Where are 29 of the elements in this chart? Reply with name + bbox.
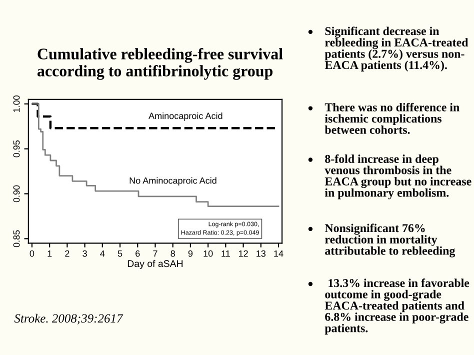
y-tick-label: 0.90: [13, 185, 20, 202]
chart-title: Cumulative rebleeding-free survival according to antifibrinolytic group: [37, 48, 283, 80]
text: Stroke. 2008;39:2617: [14, 314, 124, 324]
x-tick-label: 2: [65, 250, 70, 257]
text: There was no difference in ischemic complications between cohorts.: [324, 102, 460, 134]
x-tick-label: 0: [30, 250, 34, 257]
x-tick-label: 13: [256, 250, 266, 257]
x-tick-label: 8: [170, 250, 175, 257]
x-tick-label: 5: [118, 250, 122, 257]
x-axis-title: Day of aSAH: [128, 260, 183, 269]
y-tick-label: 0.95: [13, 140, 20, 158]
x-tick-label: 4: [100, 250, 105, 257]
x-tick-label: 6: [136, 250, 140, 257]
text: 8-fold increase in deep venous thrombosis in the EACA group but no increase in pulmonary embolism.: [324, 154, 472, 200]
x-tick-label: 1: [48, 250, 52, 257]
x-tick-label: 7: [153, 250, 158, 257]
x-tick-label: 3: [82, 250, 87, 257]
series-label: No Aminocaproic Acid: [130, 177, 216, 186]
text: Nonsignificant 76% reduction in mortality attributable to rebleeding: [324, 224, 456, 258]
x-tick-label: 11: [222, 250, 230, 257]
y-tick-label: 1.00: [13, 95, 20, 112]
x-tick-label: 14: [274, 250, 284, 257]
text: 13.3% increase in favorable outcome in good-grade EACA-treated patients and 6.8% increase in poor-grade patients.: [324, 278, 470, 335]
x-tick-label: 10: [204, 250, 213, 257]
y-tick-label: 0.85: [13, 230, 20, 248]
series-label: Aminocaproic Acid: [148, 112, 222, 121]
x-tick-label: 12: [238, 250, 248, 257]
x-tick-label: 9: [188, 250, 193, 257]
text: Significant decrease in rebleeding in EACA-treated patients (2.7%) versus non- EACA patients (11.4%).: [324, 26, 468, 72]
